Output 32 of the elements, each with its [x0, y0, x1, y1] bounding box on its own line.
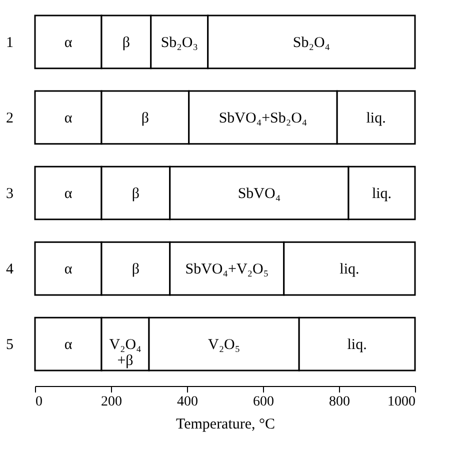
data-label: V₂O₄ +β [109, 337, 142, 370]
y-tick-label: 3 [6, 186, 14, 202]
data-label: β [132, 262, 140, 278]
x-tick-label: 200 [101, 394, 122, 410]
data-label: V₂O₅ [208, 337, 240, 354]
data-label: β [132, 186, 140, 202]
x-axis-title: Temperature, °C [176, 416, 276, 432]
x-tick-label: 1000 [388, 394, 416, 410]
y-tick-label: 2 [6, 110, 14, 126]
data-label: liq. [372, 186, 392, 202]
data-label: SbVO₄+V₂O₅ [185, 262, 269, 278]
data-label: liq. [340, 262, 360, 278]
data-label: β [122, 34, 130, 51]
data-label: α [64, 186, 72, 202]
data-label: Sb₂O₄ [292, 34, 330, 51]
data-label: α [64, 110, 72, 126]
data-label: SbVO₄+Sb₂O₄ [218, 110, 308, 126]
x-tick-label: 800 [329, 394, 350, 410]
data-label: α [64, 262, 72, 278]
y-tick-label: 5 [6, 337, 14, 354]
x-tick-label: 400 [177, 394, 198, 410]
y-tick-label: 4 [6, 262, 14, 278]
data-label: Sb₂O₃ [160, 34, 198, 51]
x-tick-label: 600 [253, 394, 274, 410]
data-label: α [64, 337, 72, 354]
y-tick-label: 1 [6, 34, 14, 51]
data-label: liq. [347, 337, 367, 354]
x-tick-label: 0 [36, 394, 42, 410]
data-label: β [141, 110, 150, 126]
data-label: SbVO₄ [238, 186, 281, 202]
data-label: liq. [366, 110, 386, 126]
data-label: α [64, 34, 72, 51]
